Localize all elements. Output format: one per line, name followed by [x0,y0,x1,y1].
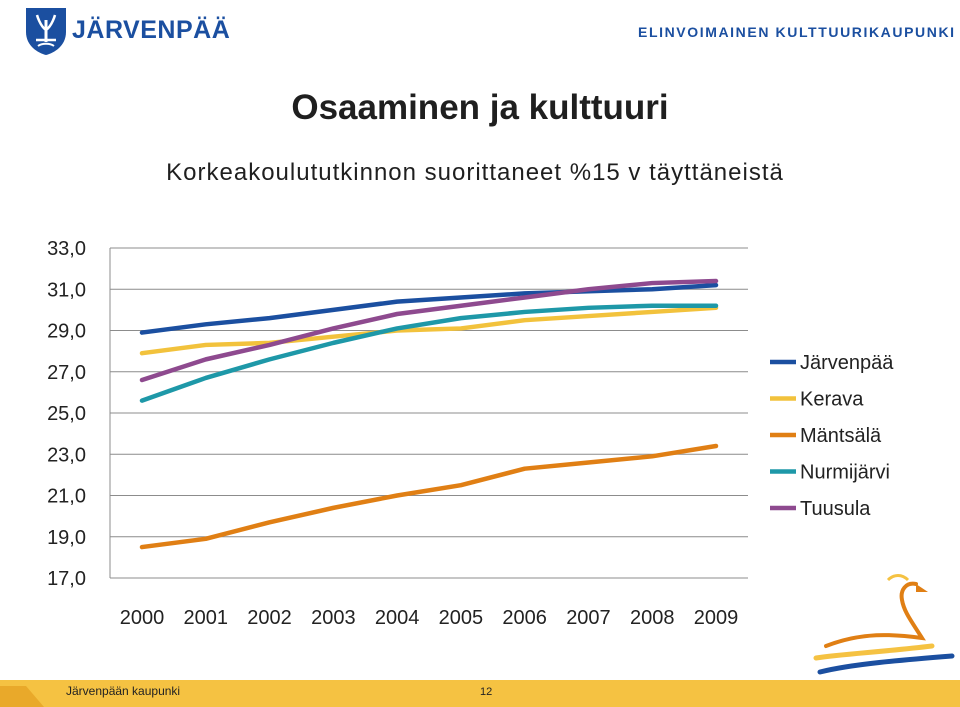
legend-entry: Kerava [800,389,864,411]
y-tick-label: 25,0 [47,403,86,425]
chart-title: Korkeakoulututkinnon suorittaneet %15 v … [166,159,784,186]
footer-organization: Järvenpään kaupunki [66,684,181,698]
legend-entry: Mäntsälä [800,425,882,447]
x-tick-label: 2003 [311,607,356,629]
y-tick-label: 33,0 [47,238,86,260]
series-line-2 [139,305,719,356]
series-line-4 [139,303,719,403]
brand-name: JÄRVENPÄÄ [72,16,231,44]
x-tick-label: 2008 [630,607,675,629]
x-tick-label: 2001 [184,607,229,629]
slide-title: Osaaminen ja kulttuuri [291,88,669,127]
coat-of-arms-icon [26,8,66,55]
x-tick-label: 2005 [439,607,484,629]
y-tick-label: 21,0 [47,486,86,508]
y-tick-label: 19,0 [47,527,86,549]
legend-entry: Järvenpää [800,352,894,374]
y-tick-label: 23,0 [47,444,86,466]
brand-tagline: ELINVOIMAINEN KULTTUURIKAUPUNKI [638,24,956,40]
legend-entry: Nurmijärvi [800,462,890,484]
x-tick-label: 2009 [694,607,739,629]
series-line-5 [139,278,719,383]
legend-entry: Tuusula [800,498,871,520]
page-number: 12 [480,686,493,698]
x-tick-label: 2007 [566,607,611,629]
x-tick-label: 2000 [120,607,165,629]
swan-logo-icon [813,574,955,675]
y-tick-label: 29,0 [47,321,86,343]
y-tick-label: 27,0 [47,362,86,384]
x-tick-label: 2002 [247,607,292,629]
series-line-1 [139,282,719,335]
x-tick-label: 2006 [502,607,547,629]
y-tick-label: 17,0 [47,568,86,590]
y-tick-label: 31,0 [47,279,86,301]
footer-band [0,680,960,707]
series-line-3 [139,443,719,550]
x-tick-label: 2004 [375,607,420,629]
